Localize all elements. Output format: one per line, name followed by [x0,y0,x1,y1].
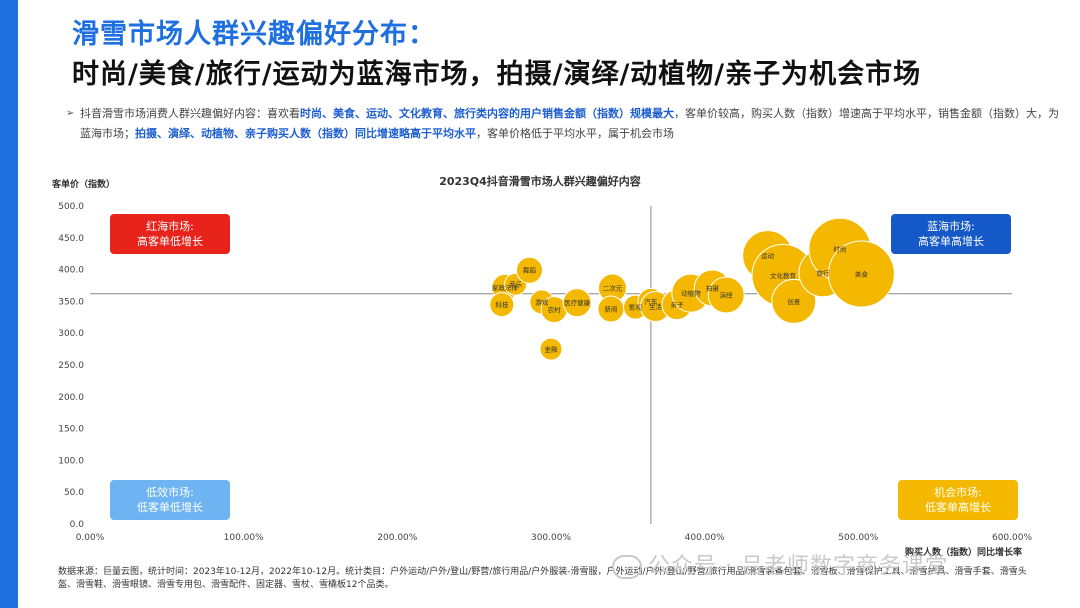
summary-seg5: ，客单价格低于平均水平，属于机会市场 [476,127,674,140]
x-tick-label: 400.00% [685,533,725,543]
bubble-label: 科技 [495,300,509,309]
y-tick-label: 450.0 [58,234,84,244]
bubble-label: 创意 [787,297,801,306]
quadrant-chance-market: 机会市场: 低客单高增长 [898,480,1018,520]
bullet-arrow-icon: ➢ [66,108,75,119]
summary-paragraph: ➢ 抖音滑雪市场消费人群兴趣偏好内容：喜欢看时尚、美食、运动、文化教育、旅行类内… [66,104,1066,144]
bubble-point [515,256,543,284]
chart-title: 2023Q4抖音滑雪市场人群兴趣偏好内容 [439,174,641,188]
quadrant-blue-desc: 高客单高增长 [918,235,984,248]
bubble-label: 旅行 [816,268,830,277]
y-tick-label: 250.0 [58,361,84,371]
bubble-label: 亲子 [671,300,685,309]
wechat-icon [612,555,642,579]
data-source-note: 数据来源：巨量云图，统计时间：2023年10-12月，2022年10-12月。统… [58,567,1027,590]
bubble-label: 二次元 [603,284,623,293]
x-axis-label: 购买人数（指数）同比增长率 [905,546,1022,558]
x-tick-label: 0.00% [76,533,105,543]
bubble-label: 家政法律 [492,283,519,292]
bubble-point [707,276,745,314]
quadrant-red-desc: 高客单低增长 [137,235,203,248]
bubble-label: 农村 [548,305,562,314]
y-tick-label: 200.0 [58,393,84,403]
watermark-text: 公众号 · 吕老师数字商务课堂 [648,554,948,579]
bubble-label: 舞蹈 [523,266,537,275]
y-tick-label: 100.0 [58,456,84,466]
bubble-label: 金融 [545,345,559,354]
bubble-label: 音乐 [509,280,523,289]
quadrant-chance-title: 机会市场: [934,486,982,499]
left-accent-bar [0,0,18,608]
quadrant-blue-market: 蓝海市场: 高客单高增长 [891,214,1011,254]
page-title: 滑雪市场人群兴趣偏好分布： [72,19,436,50]
x-tick-label: 300.00% [531,533,571,543]
bubble-label: 拍摄 [706,284,720,293]
y-axis-label: 客单价（指数） [51,178,115,190]
y-tick-label: 0.0 [70,520,85,530]
quadrant-chance-desc: 低客单高增长 [925,501,991,514]
quadrant-low-desc: 低客单低增长 [137,501,203,514]
quadrant-red-market: 红海市场: 高客单低增长 [110,214,230,254]
watermark: 公众号 · 吕老师数字商务课堂 [612,548,948,580]
quadrant-low-title: 低效市场: [146,486,194,499]
bubble-point [771,278,817,324]
summary-highlight-blue-market: 时尚、美食、运动、文化教育、旅行类内容的用户销售金额（指数）规模最大 [300,107,674,120]
bubble-point [489,292,515,318]
bubble-label: 生活 [649,302,663,311]
y-tick-label: 350.0 [58,297,84,307]
bubble-label: 文化教育 [770,271,797,280]
bubble-point [562,288,592,318]
summary-highlight-chance-market: 拍摄、演绎、动植物、亲子购买人数（指数）同比增速略高于平均水平 [135,127,476,140]
x-tick-label: 100.00% [224,533,264,543]
bubble-label: 动植物 [681,289,701,298]
quadrant-low-market: 低效市场: 低客单低增长 [110,480,230,520]
x-tick-label: 600.00% [992,533,1032,543]
bubble-label: 医疗健康 [564,298,591,307]
bubble-label: 运动 [761,252,775,260]
x-tick-label: 500.00% [838,533,878,543]
bubble-label: 美食 [855,270,869,279]
quadrant-red-title: 红海市场: [146,220,194,233]
y-tick-label: 500.0 [58,202,84,212]
y-tick-label: 50.0 [64,488,84,498]
page-subtitle: 时尚/美食/旅行/运动为蓝海市场，拍摄/演绎/动植物/亲子为机会市场 [72,59,922,90]
y-tick-label: 300.0 [58,329,84,339]
bubble-label: 汽车 [644,297,658,306]
bubble-label: 演绎 [720,291,734,300]
summary-seg3: ，客单价较高，购买人数（指数）增速高于平均水平，销售金额（指数）大，为蓝海市场； [80,107,1059,140]
summary-seg1: 抖音滑雪市场消费人群兴趣偏好内容：喜欢看 [80,107,300,120]
quadrant-blue-title: 蓝海市场: [927,220,975,233]
bubble-label: 游戏 [535,298,549,307]
bubble-label: 时尚 [833,245,846,254]
bubble-label: 新闻 [604,305,617,314]
x-tick-label: 200.00% [377,533,417,543]
bubble-label: 影视 [629,303,643,312]
y-tick-label: 400.0 [58,266,84,276]
bubble-point [827,240,895,308]
y-tick-label: 150.0 [58,425,84,435]
bubble-point [539,337,563,361]
